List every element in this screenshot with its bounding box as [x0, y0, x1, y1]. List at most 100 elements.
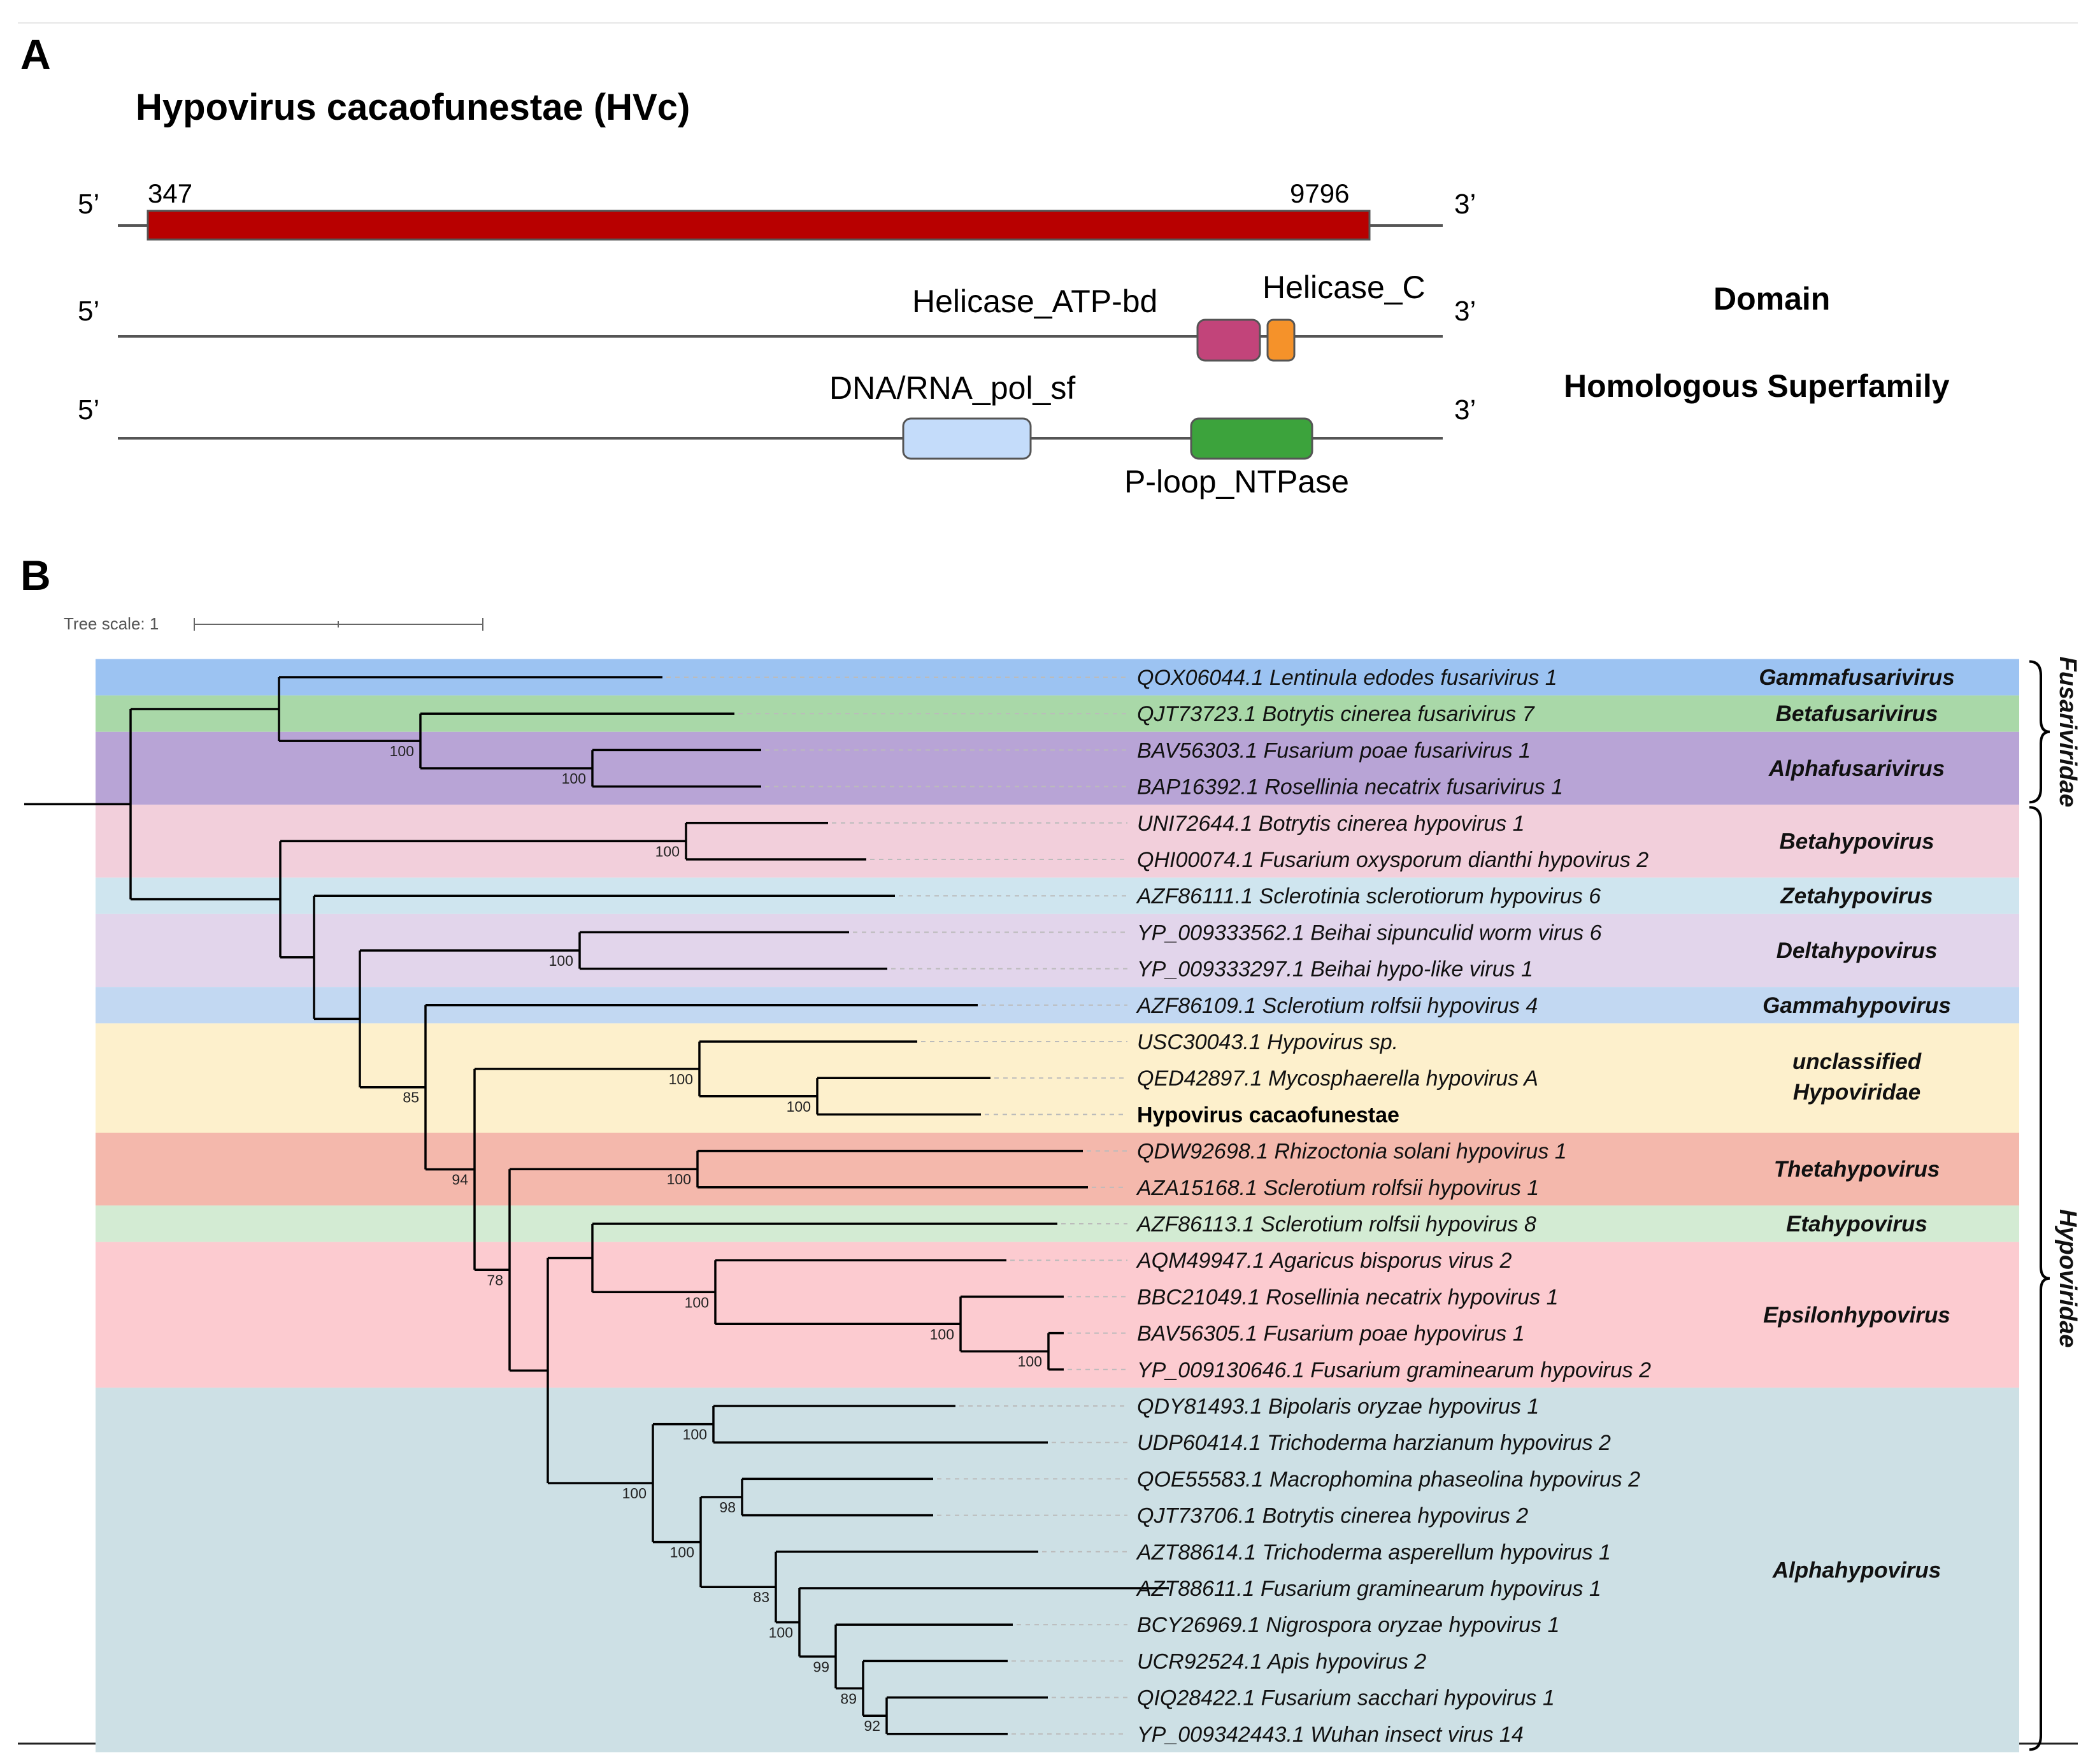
orf-start-label: 347: [148, 178, 192, 208]
helicase-atp-bd-label: Helicase_ATP-bd: [912, 283, 1157, 319]
genus-labels: Gammafusarivirus Betafusarivirus Alphafusa…: [1759, 665, 1954, 1582]
panel-b-label: B: [20, 552, 51, 599]
leaf-label-29: YP_009342443.1 Wuhan insect virus 14: [1137, 1723, 1524, 1747]
leaf-label-6: AZF86111.1 Sclerotinia sclerotiorum hypo…: [1136, 884, 1601, 908]
leaf-label-24: AZT88614.1 Trichoderma asperellum hypovi…: [1136, 1540, 1611, 1565]
superfamily-3prime: 3’: [1454, 394, 1476, 426]
genus-label-gammahypovirus: Gammahypovirus: [1763, 993, 1951, 1018]
family-label-fusariviridae: Fusariviridae: [2054, 657, 2081, 808]
leaf-label-10: USC30043.1 Hypovirus sp.: [1137, 1030, 1398, 1054]
leaf-label-12: Hypovirus cacaofunestae: [1137, 1103, 1399, 1127]
genus-label-gammafusarivirus: Gammafusarivirus: [1759, 665, 1954, 690]
bootstrap-value: 78: [487, 1272, 503, 1288]
bootstrap-value: 99: [813, 1658, 829, 1675]
helicase-c-label: Helicase_C: [1262, 269, 1426, 305]
bootstrap-value: 94: [452, 1172, 468, 1188]
genome-title: Hypovirus cacaofunestae (HVc): [136, 87, 690, 128]
genus-label-alphafusarivirus: Alphafusarivirus: [1768, 756, 1945, 781]
leaf-label-2: BAV56303.1 Fusarium poae fusarivirus 1: [1137, 738, 1531, 763]
bootstrap-labels: 100 100 100 100 100 85 94 78 100 100 100 100 100 100 1…: [390, 743, 1042, 1734]
bootstrap-value: 92: [864, 1717, 880, 1734]
leaf-label-1: QJT73723.1 Botrytis cinerea fusarivirus …: [1137, 702, 1535, 726]
leaf-label-17: BBC21049.1 Rosellinia necatrix hypovirus…: [1137, 1285, 1558, 1309]
bootstrap-value: 100: [390, 743, 414, 759]
leaf-label-28: QIQ28422.1 Fusarium sacchari hypovirus 1: [1137, 1686, 1555, 1710]
genus-label-betahypovirus: Betahypovirus: [1779, 829, 1934, 854]
domain-5prime: 5’: [78, 296, 99, 327]
leaf-label-27: UCR92524.1 Apis hypovirus 2: [1137, 1649, 1426, 1674]
genome-5prime: 5’: [78, 189, 99, 220]
genome-3prime: 3’: [1454, 189, 1476, 220]
genus-label-betafusarivirus: Betafusarivirus: [1776, 701, 1938, 726]
leaf-label-19: YP_009130646.1 Fusarium graminearum hypo…: [1137, 1358, 1651, 1382]
row-domain-label: Domain: [1713, 281, 1830, 317]
leaf-label-7: YP_009333562.1 Beihai sipunculid worm vi…: [1137, 921, 1602, 945]
bootstrap-value: 100: [562, 770, 586, 787]
superfamily-5prime: 5’: [78, 394, 99, 426]
genus-label-hypoviridae: Hypoviridae: [1793, 1080, 1920, 1105]
domain-3prime: 3’: [1454, 296, 1476, 327]
bootstrap-value: 100: [622, 1485, 647, 1502]
bootstrap-value: 89: [840, 1690, 857, 1707]
tree-scale-label: Tree scale: 1: [64, 614, 159, 633]
leaf-label-26: BCY26969.1 Nigrospora oryzae hypovirus 1: [1137, 1613, 1559, 1637]
row-superfamily-label: Homologous Superfamily: [1564, 368, 1950, 404]
dna-rna-pol-sf-label: DNA/RNA_pol_sf: [829, 370, 1075, 406]
bootstrap-value: 83: [753, 1589, 769, 1605]
leaf-label-18: BAV56305.1 Fusarium poae hypovirus 1: [1137, 1322, 1525, 1346]
family-brace-fusariviridae: [2029, 660, 2050, 804]
bootstrap-value: 98: [719, 1499, 736, 1516]
helicase-atp-bd-box: [1196, 319, 1261, 362]
panel-b: B Tree scale: 1 QOX06044.1 Lentinula edo…: [20, 552, 2081, 1753]
genus-label-epsilonhypovirus: Epsilonhypovirus: [1763, 1303, 1950, 1328]
family-brace-hypoviridae: [2029, 806, 2050, 1751]
genus-band-betafusarivirus: [96, 695, 2019, 732]
leaf-label-3: BAP16392.1 Rosellinia necatrix fusarivir…: [1137, 775, 1563, 800]
genus-label-zetahypovirus: Zetahypovirus: [1780, 884, 1933, 908]
bootstrap-value: 100: [930, 1326, 954, 1342]
bootstrap-value: 100: [669, 1071, 693, 1087]
p-loop-ntpase-label: P-loop_NTPase: [1124, 464, 1349, 499]
leaf-label-5: QHI00074.1 Fusarium oxysporum dianthi hy…: [1137, 848, 1648, 872]
leaf-label-21: UDP60414.1 Trichoderma harzianum hypovir…: [1137, 1431, 1611, 1455]
leaf-label-16: AQM49947.1 Agaricus bisporus virus 2: [1136, 1249, 1512, 1273]
genus-band-alphahypovirus: [96, 1388, 2019, 1753]
leaf-label-14: AZA15168.1 Sclerotium rolfsii hypovirus …: [1136, 1176, 1539, 1200]
leaf-label-11: QED42897.1 Mycosphaerella hypovirus A: [1137, 1066, 1538, 1091]
leaf-label-20: QDY81493.1 Bipolaris oryzae hypovirus 1: [1137, 1395, 1539, 1419]
genus-band-alphafusarivirus: [96, 731, 2019, 805]
leaf-label-25: AZT88611.1 Fusarium graminearum hypoviru…: [1136, 1577, 1601, 1601]
bootstrap-value: 100: [685, 1294, 709, 1310]
bootstrap-value: 100: [769, 1624, 793, 1641]
family-label-hypoviridae: Hypoviridae: [2054, 1209, 2081, 1348]
helicase-c-box: [1266, 319, 1296, 362]
dna-rna-pol-sf-box: [902, 417, 1032, 460]
bootstrap-value: 100: [667, 1171, 691, 1187]
leaf-label-15: AZF86113.1 Sclerotium rolfsii hypovirus …: [1136, 1212, 1536, 1237]
bootstrap-value: 100: [787, 1098, 811, 1115]
genus-band-epsilonhypovirus: [96, 1242, 2019, 1388]
leaf-label-4: UNI72644.1 Botrytis cinerea hypovirus 1: [1137, 812, 1525, 836]
leaf-label-9: AZF86109.1 Sclerotium rolfsii hypovirus …: [1136, 994, 1538, 1018]
tree-scale-bar: [194, 618, 483, 631]
bootstrap-value: 100: [655, 843, 680, 859]
genus-label-thetahypovirus: Thetahypovirus: [1774, 1157, 1940, 1182]
leaf-label-22: QOE55583.1 Macrophomina phaseolina hypov…: [1137, 1467, 1640, 1491]
bootstrap-value: 100: [670, 1544, 694, 1561]
panel-a-label: A: [20, 31, 51, 78]
bootstrap-value: 100: [549, 952, 573, 969]
p-loop-ntpase-box: [1190, 417, 1313, 460]
genus-label-alphahypovirus: Alphahypovirus: [1772, 1558, 1941, 1582]
genus-label-etahypovirus: Etahypovirus: [1786, 1212, 1927, 1237]
leaf-labels: QOX06044.1 Lentinula edodes fusarivirus …: [1136, 666, 1651, 1747]
bootstrap-value: 100: [683, 1426, 707, 1443]
orf-end-label: 9796: [1290, 178, 1349, 208]
genus-band-thetahypovirus: [96, 1133, 2019, 1206]
tree-branches: [24, 676, 1169, 1735]
panel-a: A Hypovirus cacaofunestae (HVc) 5’ 347 9…: [20, 31, 1950, 499]
family-braces: Fusariviridae Hypoviridae: [2029, 657, 2081, 1751]
leaf-label-13: QDW92698.1 Rhizoctonia solani hypovirus …: [1137, 1140, 1567, 1164]
orf-bar: [147, 210, 1371, 241]
genus-label-unclassified: unclassified: [1792, 1049, 1922, 1074]
